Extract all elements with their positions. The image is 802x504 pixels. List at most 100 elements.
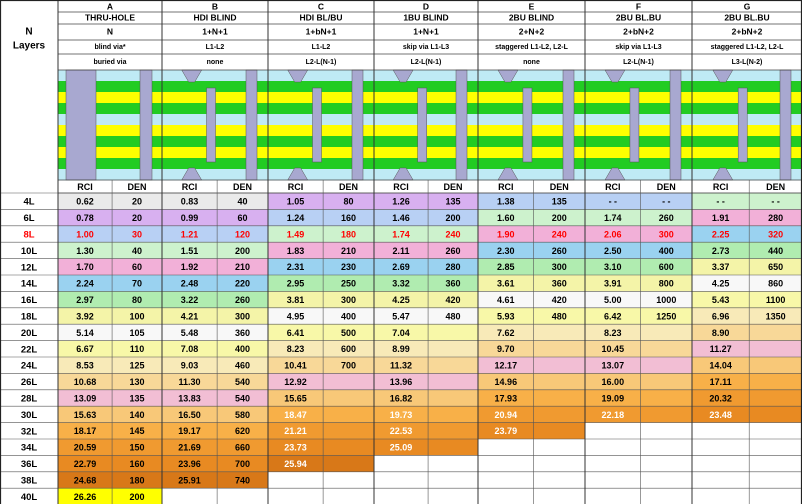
cell-rci: 19.17 [178,426,201,436]
column-formula: N [107,26,113,36]
cell-rci: 23.73 [284,443,307,453]
cell-rci: 18.47 [284,410,307,420]
cell-background [478,439,585,456]
cell-den: 220 [235,279,250,289]
column-formula: 2+bN+2 [732,26,763,36]
cell-den: 145 [130,426,145,436]
cell-background [692,439,802,456]
cell-background [268,242,374,259]
column-buried-via: none [207,59,224,66]
cell-background [374,324,478,341]
row-layer-label: 40L [21,492,38,503]
cell-background [585,373,692,390]
cell-background [268,258,374,275]
cell-den: 135 [130,393,145,403]
stack-layer [58,169,162,181]
sub-header-den: DEN [444,182,463,192]
cell-den: 80 [132,295,142,305]
row-layer-label: 32L [21,426,38,437]
table-row [0,340,802,357]
cell-background [374,291,478,308]
sub-header-den: DEN [766,182,785,192]
cell-background [162,389,268,407]
cell-rci: 2.31 [287,262,305,272]
cell-den: 70 [132,279,142,289]
cell-background [58,275,162,292]
sub-header-rci: RCI [288,182,304,192]
cell-rci: 1.92 [181,262,199,272]
table-row [0,324,802,341]
cell-background [268,373,374,390]
cell-background [374,455,478,472]
cell-background [585,471,692,489]
cell-background [692,324,802,341]
stack-layer [162,169,268,181]
cell-den: 300 [659,229,674,239]
buried-via [522,87,533,163]
column-name: 2BU BL.BU [724,12,769,22]
cell-rci: 25.91 [178,475,201,485]
cell-den: 125 [130,361,145,371]
stack-layer [585,169,692,181]
cell-rci: 16.00 [602,377,625,387]
stack-layer [268,169,374,181]
cell-background [692,307,802,325]
cell-rci: 8.90 [712,328,730,338]
cell-background [374,225,478,243]
row-layer-label: 26L [21,377,38,388]
cell-background [58,324,162,341]
cell-rci: 2.85 [497,262,515,272]
column-blind-via: skip via L1-L3 [403,44,449,51]
cell-rci: 14.96 [495,377,518,387]
sub-header-rci: RCI [605,182,621,192]
cell-den: 440 [768,246,783,256]
cell-den: 800 [659,279,674,289]
row-label-bg [0,242,58,259]
cell-den: 110 [130,344,145,354]
cell-den: 650 [768,262,783,272]
column-blind-via: skip via L1-L3 [615,44,661,51]
cell-background [692,488,802,504]
column-buried-via: buried via [93,59,126,66]
cell-rci: 10.41 [284,361,307,371]
cell-rci: 2.95 [287,279,305,289]
cell-den: 150 [130,443,145,453]
cell-rci: 4.61 [497,295,515,305]
via-stack-icon [692,69,802,181]
cell-rci: - - [716,197,725,207]
sub-header-rci: RCI [713,182,729,192]
stack-layer [58,92,162,104]
cell-background [162,258,268,275]
stack-layer [692,169,802,181]
cell-background [478,193,585,210]
row-layer-label: 22L [21,344,38,355]
cell-den: 230 [341,262,356,272]
cell-rci: 7.08 [181,344,199,354]
cell-background [162,471,268,489]
cell-background [692,225,802,243]
stack-layer [58,81,162,93]
cell-background [162,307,268,325]
cell-rci: 1.26 [392,197,410,207]
cell-background [162,455,268,472]
cell-den: 30 [132,229,142,239]
cell-background [585,307,692,325]
cell-rci: - - [609,197,618,207]
cell-den: 260 [235,295,250,305]
cell-background [374,242,478,259]
via-stack-icon [585,69,692,181]
cell-background [58,307,162,325]
table-row [0,389,802,407]
cell-den: 240 [552,229,567,239]
column-formula: 2+N+2 [519,26,545,36]
cell-rci: 2.73 [712,246,730,256]
cell-den: 300 [552,262,567,272]
cell-background [374,357,478,374]
cell-rci: 19.73 [390,410,413,420]
table-row [0,488,802,504]
table-row [0,275,802,292]
cell-background [585,275,692,292]
cell-rci: 22.53 [390,426,413,436]
stack-layer [58,158,162,170]
cell-rci: 2.11 [393,246,410,256]
